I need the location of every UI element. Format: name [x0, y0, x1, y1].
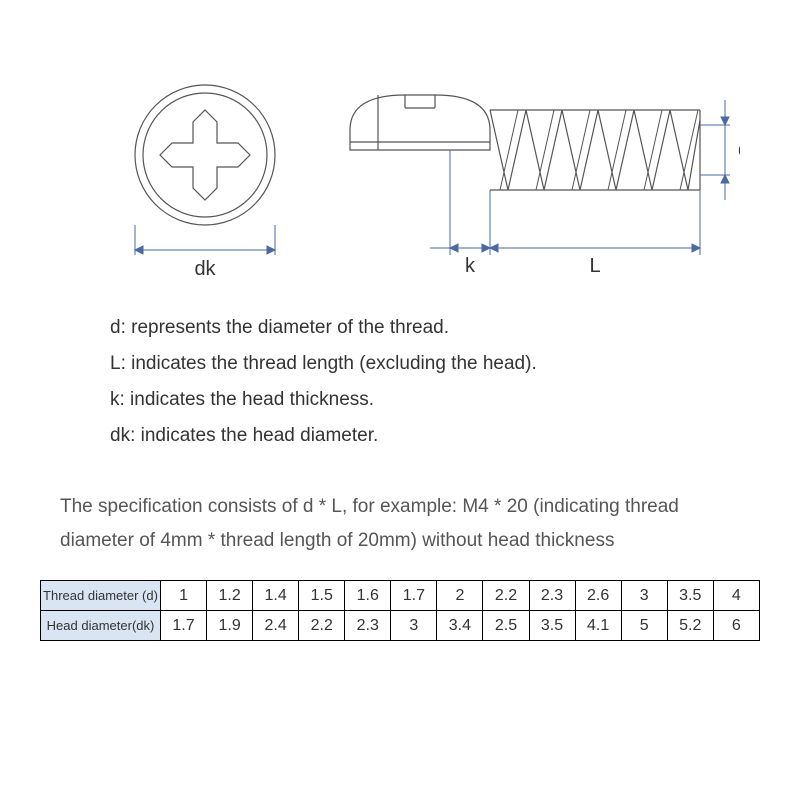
def-L: L: indicates the thread length (excludin…: [110, 346, 710, 382]
def-dk: dk: indicates the head diameter.: [110, 418, 710, 454]
table-cell: 2.4: [253, 611, 299, 641]
table-cell: 1.6: [345, 581, 391, 611]
table-cell: 1.9: [207, 611, 253, 641]
def-d: d: represents the diameter of the thread…: [110, 310, 710, 346]
row-header-dk: Head diameter(dk): [41, 611, 161, 641]
table-cell: 5: [621, 611, 667, 641]
definitions-block: d: represents the diameter of the thread…: [110, 310, 710, 454]
table-cell: 3.5: [529, 611, 575, 641]
table-cell: 4.1: [575, 611, 621, 641]
table-cell: 1.7: [391, 581, 437, 611]
side-view: d k L: [350, 95, 740, 277]
table-cell: 6: [713, 611, 759, 641]
table-cell: 3: [621, 581, 667, 611]
table-cell: 3.5: [667, 581, 713, 611]
screw-diagram: dk: [120, 80, 740, 280]
table-cell: 2: [437, 581, 483, 611]
table-cell: 2.2: [483, 581, 529, 611]
table-cell: 2.6: [575, 581, 621, 611]
table-cell: 4: [713, 581, 759, 611]
table-cell: 1.5: [299, 581, 345, 611]
table-cell: 2.3: [345, 611, 391, 641]
table-cell: 3: [391, 611, 437, 641]
table-cell: 1: [161, 581, 207, 611]
table-cell: 1.4: [253, 581, 299, 611]
table-cell: 1.7: [161, 611, 207, 641]
table-cell: 2.5: [483, 611, 529, 641]
label-dk: dk: [194, 258, 216, 280]
def-k: k: indicates the head thickness.: [110, 382, 710, 418]
label-L: L: [589, 255, 600, 277]
label-d: d: [738, 139, 740, 161]
table-cell: 1.2: [207, 581, 253, 611]
table-row-thread-d: Thread diameter (d) 11.21.41.51.61.722.2…: [41, 581, 760, 611]
dimensions-table: Thread diameter (d) 11.21.41.51.61.722.2…: [40, 580, 760, 641]
table-cell: 2.3: [529, 581, 575, 611]
table-cell: 5.2: [667, 611, 713, 641]
top-view: dk: [135, 85, 275, 280]
table-cell: 3.4: [437, 611, 483, 641]
table-row-head-dk: Head diameter(dk) 1.71.92.42.22.333.42.5…: [41, 611, 760, 641]
spec-description: The specification consists of d * L, for…: [60, 490, 740, 558]
label-k: k: [465, 255, 476, 277]
table-cell: 2.2: [299, 611, 345, 641]
row-header-d: Thread diameter (d): [41, 581, 161, 611]
